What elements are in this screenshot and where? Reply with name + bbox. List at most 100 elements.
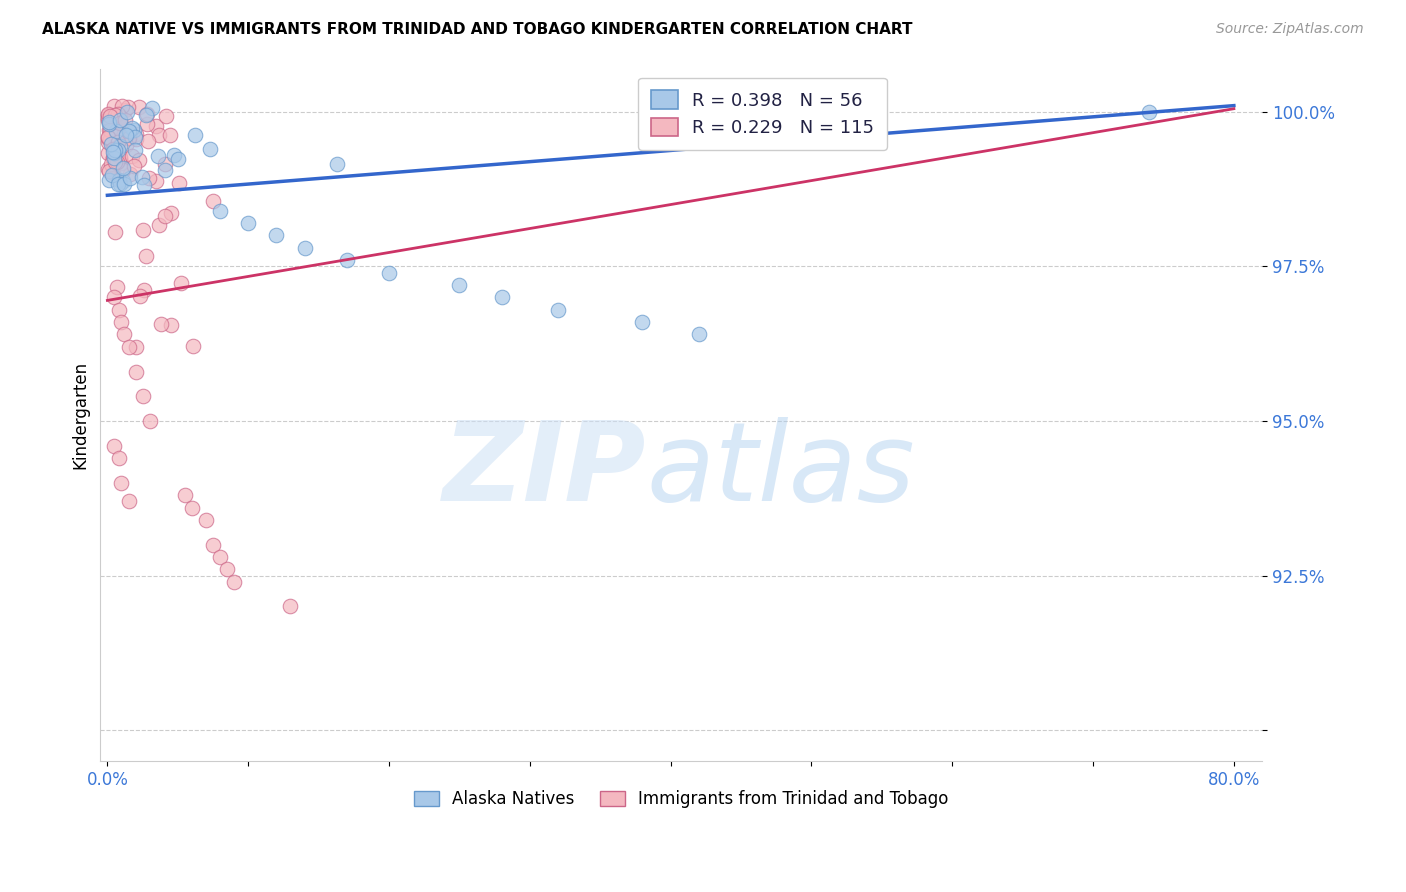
Point (98, 132, 121, 146)
Point (107, 125, 129, 139)
Point (114, 113, 136, 128)
Point (103, 151, 125, 165)
Point (167, 176, 190, 190)
Point (97, 108, 120, 122)
Point (107, 451, 129, 466)
Point (141, 101, 163, 115)
Point (101, 142, 124, 156)
Point (100, 137, 122, 152)
Point (103, 151, 125, 165)
Point (104, 124, 127, 138)
Point (125, 340, 148, 354)
Point (167, 153, 190, 167)
Point (111, 99, 134, 113)
Point (135, 108, 157, 122)
Point (184, 128, 207, 142)
Point (98, 123, 121, 137)
Point (280, 599, 302, 614)
Point (103, 146, 125, 161)
Point (547, 302, 569, 317)
Point (138, 170, 160, 185)
Point (631, 315, 654, 329)
Point (101, 124, 124, 138)
Point (103, 99, 125, 113)
Point (120, 167, 142, 181)
Point (97, 146, 120, 161)
Point (145, 119, 167, 133)
Point (201, 538, 224, 552)
Point (149, 318, 172, 332)
Point (103, 151, 125, 165)
Point (125, 127, 148, 141)
Point (98, 109, 121, 123)
Point (108, 139, 131, 153)
Point (112, 174, 135, 188)
Point (124, 130, 146, 145)
Point (97, 130, 120, 145)
Point (180, 500, 202, 515)
Point (104, 153, 127, 167)
Point (121, 120, 143, 135)
Point (129, 288, 152, 302)
Point (155, 109, 177, 123)
Point (107, 106, 129, 120)
Point (97, 113, 120, 128)
Point (110, 152, 132, 166)
Legend: Alaska Natives, Immigrants from Trinidad and Tobago: Alaska Natives, Immigrants from Trinidad… (408, 784, 955, 815)
Point (110, 155, 132, 169)
Point (107, 135, 129, 149)
Point (112, 327, 135, 342)
Point (136, 134, 159, 148)
Point (108, 150, 131, 164)
Point (131, 389, 153, 403)
Point (101, 166, 124, 180)
Point (688, 327, 710, 342)
Point (98, 123, 121, 137)
Point (163, 147, 186, 161)
Point (153, 209, 176, 223)
Point (107, 154, 129, 169)
Point (115, 105, 138, 120)
Point (121, 149, 143, 163)
Point (103, 122, 125, 136)
Point (101, 160, 124, 174)
Point (449, 277, 471, 292)
Point (124, 364, 146, 378)
Point (104, 132, 127, 146)
Point (114, 103, 136, 117)
Y-axis label: Kindergarten: Kindergarten (72, 360, 89, 469)
Point (118, 126, 141, 140)
Point (122, 123, 145, 137)
Point (111, 163, 134, 178)
Point (294, 241, 316, 255)
Point (97, 107, 120, 121)
Point (104, 108, 127, 122)
Point (198, 142, 221, 156)
Point (201, 194, 224, 208)
Point (107, 134, 129, 148)
Point (110, 115, 132, 129)
Point (128, 100, 150, 114)
Point (110, 315, 132, 329)
Text: atlas: atlas (647, 417, 915, 524)
Point (104, 142, 127, 156)
Point (155, 163, 177, 178)
Point (148, 218, 170, 232)
Point (110, 118, 132, 132)
Point (336, 253, 359, 268)
Point (101, 135, 124, 149)
Point (148, 128, 170, 143)
Point (105, 133, 128, 147)
Point (238, 216, 260, 230)
Point (110, 475, 132, 490)
Point (112, 161, 135, 176)
Point (132, 223, 155, 237)
Point (326, 157, 349, 171)
Point (97, 112, 120, 126)
Point (117, 340, 139, 354)
Point (1137, 104, 1160, 119)
Point (104, 125, 127, 139)
Point (98, 117, 121, 131)
Point (122, 159, 145, 173)
Point (153, 157, 176, 171)
